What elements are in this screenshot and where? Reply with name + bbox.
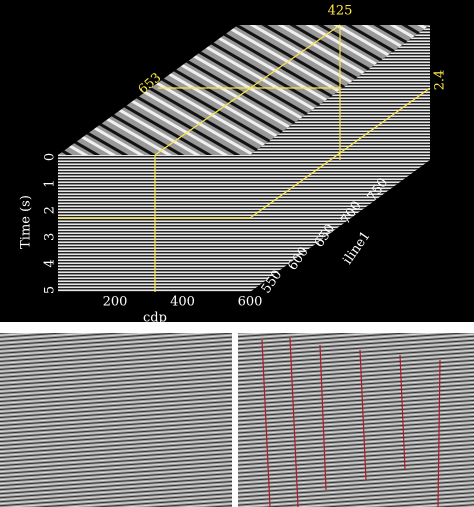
cdp-axis-label: cdp (143, 311, 167, 326)
time-tick-label: 5 (43, 286, 58, 294)
time-tick-label: 1 (43, 179, 58, 187)
crossline-label: 425 (328, 4, 353, 19)
cdp-tick-label: 400 (170, 295, 195, 310)
slice-lines (58, 24, 431, 292)
time-tick-label: 0 (43, 153, 58, 161)
cube-top-face (58, 25, 430, 155)
fault-lines (261, 337, 441, 507)
time-tick-label: 2 (43, 206, 58, 214)
cube-front-face (58, 155, 250, 292)
cdp-tick-label: 600 (238, 295, 263, 310)
cdp-tick-label: 200 (103, 295, 128, 310)
time-slice-label: 2.4 (433, 70, 448, 91)
seismic-panel-left (0, 333, 232, 507)
seismic-panel-right (238, 333, 474, 507)
time-tick-label: 3 (43, 233, 58, 241)
time-axis-label: Time (s) (19, 195, 34, 249)
time-tick-label: 4 (43, 259, 58, 267)
